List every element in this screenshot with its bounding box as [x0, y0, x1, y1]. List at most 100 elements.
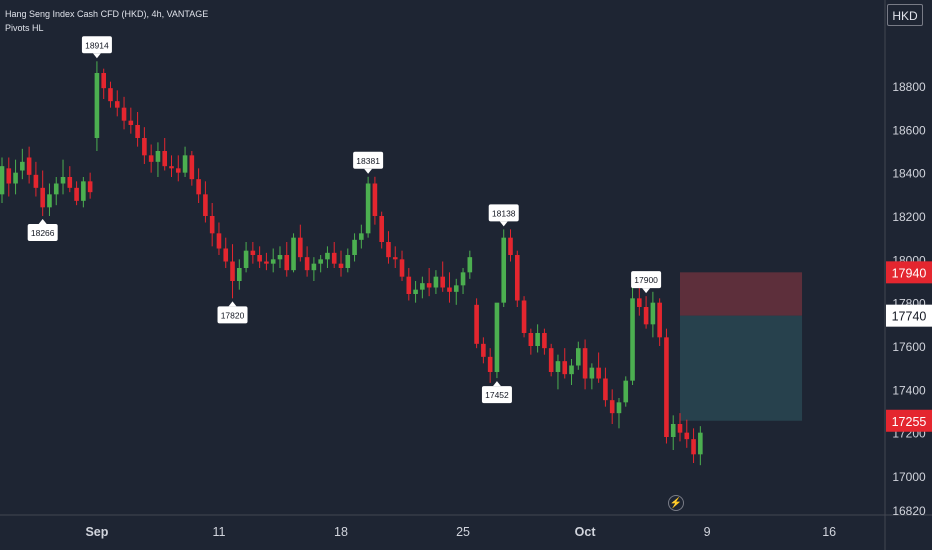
candle-body[interactable]	[114, 101, 120, 108]
candle-body[interactable]	[521, 300, 527, 334]
candle-body[interactable]	[440, 276, 445, 288]
candle-body[interactable]	[223, 248, 229, 262]
candle-body[interactable]	[345, 255, 351, 268]
candle-body[interactable]	[359, 233, 364, 240]
symbol-title[interactable]: Hang Seng Index Cash CFD (HKD), 4h, VANT…	[5, 9, 209, 19]
candle-body[interactable]	[304, 257, 310, 271]
candle-body[interactable]	[426, 283, 432, 288]
pivot-label[interactable]	[488, 204, 519, 222]
candle-body[interactable]	[352, 239, 357, 255]
candle-body[interactable]	[189, 155, 195, 180]
candle-body[interactable]	[399, 259, 405, 277]
candle-body[interactable]	[569, 365, 574, 375]
candle-body[interactable]	[413, 289, 418, 294]
take-profit-zone[interactable]	[680, 315, 803, 421]
candle-body[interactable]	[101, 73, 106, 89]
indicator-label[interactable]: Pivots HL	[5, 23, 44, 33]
candle-body[interactable]	[142, 138, 147, 156]
candle-body[interactable]	[576, 348, 581, 366]
candle-body[interactable]	[582, 348, 588, 379]
pivot-label[interactable]	[481, 386, 512, 404]
candle-body[interactable]	[40, 187, 45, 208]
price-badge[interactable]	[886, 261, 932, 284]
candle-body[interactable]	[657, 302, 662, 338]
candle-body[interactable]	[508, 237, 513, 255]
candle-body[interactable]	[318, 259, 323, 264]
candle-body[interactable]	[270, 259, 276, 264]
candle-body[interactable]	[250, 250, 256, 255]
pivot-label[interactable]	[27, 224, 58, 241]
lightning-icon[interactable]: ⚡	[668, 495, 684, 511]
candle-body[interactable]	[67, 177, 73, 188]
price-badge[interactable]	[886, 304, 932, 327]
candle-body[interactable]	[311, 263, 317, 271]
candle-body[interactable]	[243, 250, 249, 268]
candle-body[interactable]	[386, 242, 391, 258]
currency-badge[interactable]: HKD	[887, 4, 923, 26]
candle-body[interactable]	[155, 151, 161, 162]
candle-body[interactable]	[128, 120, 134, 125]
candle-body[interactable]	[637, 298, 642, 307]
candle-body[interactable]	[420, 283, 425, 290]
candle-body[interactable]	[257, 255, 262, 262]
candle-body[interactable]	[542, 333, 547, 349]
candle-body[interactable]	[121, 107, 127, 121]
candle-body[interactable]	[528, 333, 534, 346]
candle-body[interactable]	[33, 174, 39, 188]
candle-body[interactable]	[87, 181, 93, 193]
pivot-label[interactable]	[353, 151, 384, 169]
candle-body[interactable]	[406, 276, 412, 294]
candle-body[interactable]	[47, 194, 52, 208]
candle-body[interactable]	[650, 302, 656, 325]
candle-body[interactable]	[481, 343, 486, 357]
candle-body[interactable]	[467, 257, 473, 273]
pivot-label[interactable]	[81, 36, 112, 54]
candle-body[interactable]	[670, 424, 676, 437]
candle-body[interactable]	[372, 183, 378, 217]
candle-body[interactable]	[698, 432, 703, 455]
candle-body[interactable]	[74, 187, 79, 201]
candle-body[interactable]	[209, 216, 215, 234]
candle-body[interactable]	[664, 337, 669, 437]
candle-body[interactable]	[643, 307, 649, 325]
candle-body[interactable]	[379, 216, 384, 242]
candle-body[interactable]	[460, 272, 466, 286]
candle-body[interactable]	[13, 172, 18, 184]
candle-body[interactable]	[26, 157, 32, 175]
pivot-label[interactable]	[631, 271, 662, 289]
candle-body[interactable]	[623, 380, 629, 403]
candle-body[interactable]	[331, 252, 337, 264]
candle-body[interactable]	[0, 166, 5, 195]
candle-body[interactable]	[60, 177, 66, 184]
candle-body[interactable]	[677, 424, 683, 433]
candle-body[interactable]	[135, 125, 140, 138]
candle-body[interactable]	[277, 255, 283, 260]
candle-body[interactable]	[216, 233, 222, 249]
candle-body[interactable]	[196, 179, 201, 195]
candle-body[interactable]	[6, 168, 12, 184]
candle-body[interactable]	[474, 304, 479, 344]
candle-body[interactable]	[487, 356, 493, 372]
candle-body[interactable]	[555, 361, 561, 372]
candle-body[interactable]	[182, 155, 188, 173]
candle-body[interactable]	[392, 257, 398, 260]
candle-body[interactable]	[603, 378, 608, 401]
candle-body[interactable]	[264, 261, 269, 264]
candle-body[interactable]	[616, 402, 622, 414]
candle-body[interactable]	[691, 439, 696, 455]
candle-body[interactable]	[230, 261, 235, 282]
candle-body[interactable]	[108, 88, 113, 102]
candle-body[interactable]	[684, 432, 690, 440]
candle-body[interactable]	[433, 276, 439, 288]
candle-body[interactable]	[203, 194, 208, 216]
candle-body[interactable]	[94, 73, 100, 138]
candle-body[interactable]	[548, 348, 554, 372]
candle-body[interactable]	[501, 237, 507, 303]
candle-body[interactable]	[630, 298, 635, 381]
candle-body[interactable]	[284, 255, 290, 271]
candle-body[interactable]	[589, 367, 595, 379]
candle-body[interactable]	[562, 361, 568, 375]
candle-body[interactable]	[298, 237, 303, 258]
candle-body[interactable]	[447, 287, 452, 292]
